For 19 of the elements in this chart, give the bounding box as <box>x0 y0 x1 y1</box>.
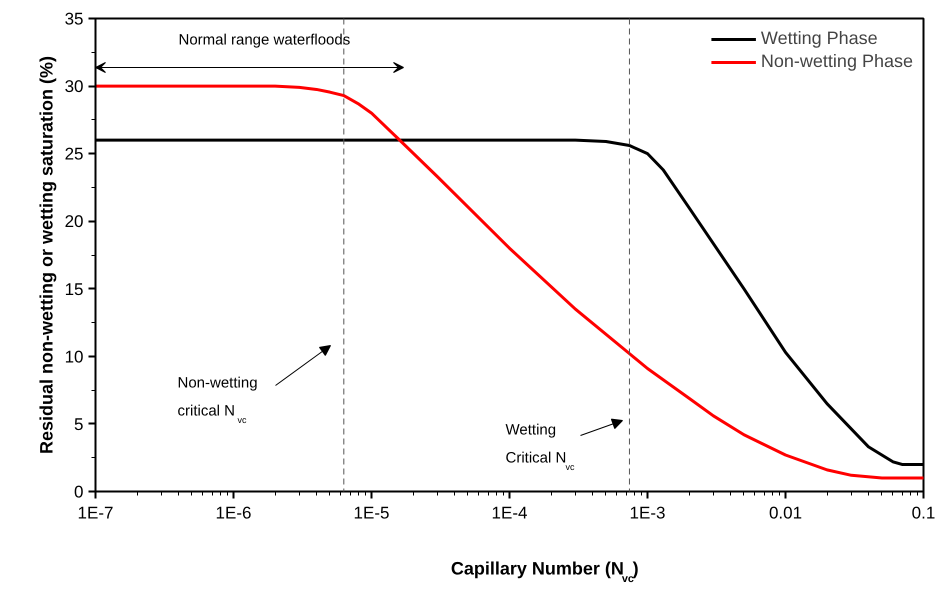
y-tick-label: 35 <box>64 10 84 28</box>
annotation: Normal range waterfloods <box>178 32 350 48</box>
y-axis-title: Residual non-wetting or wetting saturation (%) <box>36 56 57 454</box>
x-tick-label: 0.01 <box>768 504 802 522</box>
legend-label: Wetting Phase <box>760 28 878 49</box>
y-tick-label: 0 <box>74 482 84 502</box>
y-tick-label: 10 <box>64 347 84 366</box>
y-tick-label: 30 <box>64 77 84 96</box>
x-tick-label: 1E-5 <box>354 504 390 522</box>
legend-label: Non-wetting Phase <box>760 51 913 72</box>
x-tick-label: 1E-4 <box>492 504 528 522</box>
y-tick-label: 20 <box>64 212 84 232</box>
x-tick-label: 1E-3 <box>630 504 666 522</box>
x-tick-label: 0.1 <box>912 504 935 522</box>
x-tick-label: 1E-6 <box>216 504 252 522</box>
y-tick-label: 15 <box>64 280 84 299</box>
y-tick-label: 5 <box>74 414 84 434</box>
y-tick-label: 25 <box>64 144 84 164</box>
x-tick-label: 1E-7 <box>78 504 114 522</box>
